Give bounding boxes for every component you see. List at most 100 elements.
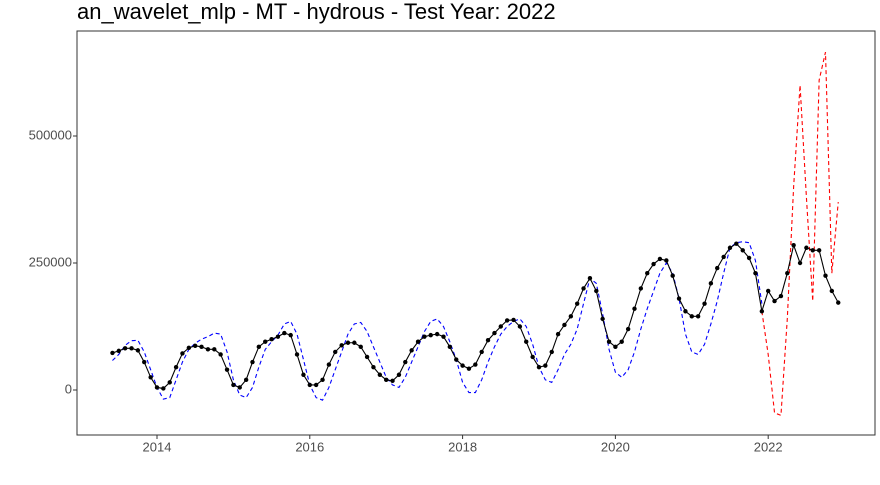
data-point bbox=[721, 254, 726, 260]
data-point bbox=[116, 348, 121, 354]
data-point bbox=[275, 334, 281, 339]
data-point bbox=[562, 322, 567, 328]
data-point bbox=[816, 248, 822, 253]
data-point bbox=[804, 245, 809, 250]
data-point bbox=[269, 336, 274, 342]
data-point bbox=[167, 380, 172, 385]
data-point bbox=[301, 372, 306, 377]
data-point bbox=[320, 377, 325, 383]
data-point bbox=[441, 334, 446, 339]
data-point bbox=[142, 359, 147, 365]
data-point bbox=[664, 258, 669, 263]
data-point bbox=[638, 286, 644, 291]
data-point bbox=[734, 241, 739, 246]
y-tick-label: 250000 bbox=[29, 254, 72, 269]
data-point bbox=[256, 344, 262, 350]
data-point bbox=[778, 293, 784, 299]
series-line bbox=[112, 241, 763, 401]
data-point bbox=[180, 351, 185, 356]
data-point bbox=[740, 248, 745, 253]
data-point bbox=[549, 349, 554, 355]
data-point bbox=[428, 332, 433, 338]
x-tick-label: 2020 bbox=[601, 439, 630, 454]
data-point bbox=[466, 366, 472, 371]
data-point bbox=[524, 339, 529, 344]
data-point bbox=[479, 349, 484, 355]
data-point bbox=[657, 256, 663, 262]
x-tick-label: 2014 bbox=[143, 439, 172, 454]
data-point bbox=[129, 346, 134, 351]
data-point bbox=[606, 339, 612, 344]
data-point bbox=[511, 317, 516, 323]
data-point bbox=[594, 288, 599, 294]
data-point bbox=[797, 260, 803, 266]
data-point bbox=[765, 288, 771, 294]
data-point bbox=[192, 343, 198, 349]
data-point bbox=[485, 338, 491, 343]
plot-border bbox=[76, 30, 876, 436]
data-point bbox=[568, 314, 574, 319]
data-point bbox=[186, 345, 192, 351]
data-point bbox=[422, 334, 427, 339]
data-point bbox=[785, 270, 790, 276]
data-point bbox=[504, 318, 510, 323]
data-point bbox=[307, 382, 312, 388]
data-point bbox=[727, 245, 733, 250]
data-point bbox=[345, 340, 351, 345]
data-point bbox=[282, 330, 287, 336]
data-point bbox=[250, 359, 255, 365]
x-tick-label: 2018 bbox=[448, 439, 477, 454]
data-point bbox=[218, 352, 223, 357]
data-point bbox=[613, 344, 618, 350]
data-point bbox=[492, 330, 497, 336]
x-tick-label: 2016 bbox=[295, 439, 324, 454]
data-point bbox=[288, 332, 293, 338]
data-point bbox=[600, 316, 605, 322]
data-point bbox=[333, 349, 338, 355]
data-point bbox=[689, 314, 694, 319]
data-point bbox=[224, 367, 230, 372]
data-point bbox=[135, 348, 141, 353]
data-point bbox=[409, 348, 414, 353]
data-point bbox=[173, 364, 179, 370]
data-point bbox=[632, 306, 637, 311]
data-point bbox=[645, 270, 650, 276]
data-point bbox=[619, 339, 624, 344]
data-point bbox=[823, 273, 828, 278]
data-point bbox=[352, 340, 357, 345]
data-point bbox=[294, 352, 300, 357]
data-point bbox=[791, 243, 796, 248]
data-point bbox=[364, 354, 370, 360]
data-point bbox=[199, 344, 204, 350]
data-point bbox=[383, 377, 389, 383]
data-point bbox=[772, 298, 777, 304]
data-point bbox=[371, 364, 376, 370]
data-point bbox=[555, 331, 561, 337]
x-tick-label: 2022 bbox=[754, 439, 783, 454]
data-point bbox=[746, 255, 752, 261]
data-point bbox=[683, 309, 688, 314]
data-point bbox=[390, 378, 395, 384]
data-point bbox=[237, 385, 242, 390]
data-point bbox=[810, 248, 815, 253]
data-point bbox=[243, 377, 249, 383]
data-point bbox=[498, 324, 503, 329]
data-point bbox=[708, 281, 714, 286]
data-point bbox=[651, 261, 656, 267]
data-point bbox=[205, 347, 211, 352]
data-point bbox=[702, 301, 707, 306]
y-tick-label: 0 bbox=[65, 381, 72, 396]
chart-title: an_wavelet_mlp - MT - hydrous - Test Yea… bbox=[77, 0, 556, 24]
data-point bbox=[517, 324, 523, 329]
data-point bbox=[530, 354, 535, 360]
data-point bbox=[110, 350, 115, 356]
data-point bbox=[447, 344, 453, 350]
data-point bbox=[231, 382, 236, 388]
data-point bbox=[154, 385, 160, 390]
series-line bbox=[761, 52, 839, 417]
data-point bbox=[148, 375, 153, 380]
data-point bbox=[263, 339, 268, 344]
data-point bbox=[543, 363, 548, 368]
